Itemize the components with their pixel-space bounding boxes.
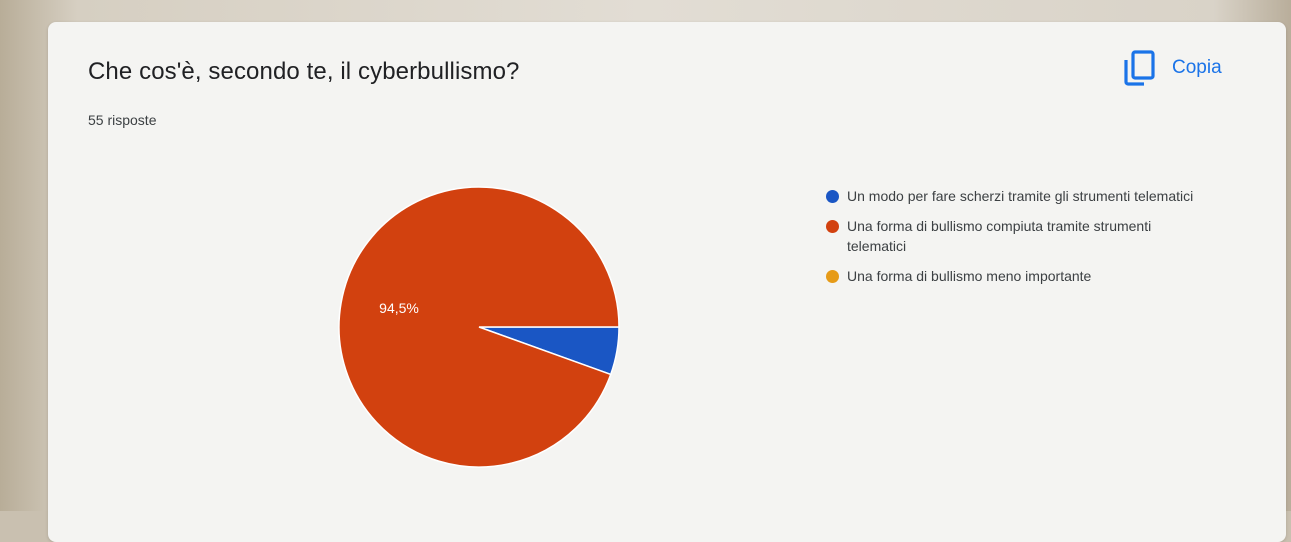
question-title: Che cos'è, secondo te, il cyberbullismo? <box>88 58 520 85</box>
legend-item-2[interactable]: Una forma di bullismo compiuta tramite s… <box>826 216 1206 256</box>
legend-swatch <box>826 220 839 233</box>
legend-label: Una forma di bullismo meno importante <box>847 268 1092 284</box>
pie-data-label: 94,5% <box>379 300 419 316</box>
pie-chart: 94,5% <box>338 186 620 468</box>
copy-button[interactable]: Copia <box>1122 50 1222 86</box>
legend-swatch <box>826 190 839 203</box>
copy-label: Copia <box>1172 57 1222 78</box>
response-count: 55 risposte <box>88 112 157 128</box>
legend-swatch <box>826 270 839 283</box>
legend-item-3[interactable]: Una forma di bullismo meno importante <box>826 266 1206 286</box>
question-summary-card <box>48 22 1286 542</box>
copy-icon <box>1122 50 1156 86</box>
chart-legend: Un modo per fare scherzi tramite gli str… <box>826 186 1206 296</box>
legend-item-1[interactable]: Un modo per fare scherzi tramite gli str… <box>826 186 1206 206</box>
legend-label: Una forma di bullismo compiuta tramite s… <box>847 218 1152 254</box>
legend-label: Un modo per fare scherzi tramite gli str… <box>847 188 1194 204</box>
pie-slice-2[interactable] <box>338 186 620 468</box>
